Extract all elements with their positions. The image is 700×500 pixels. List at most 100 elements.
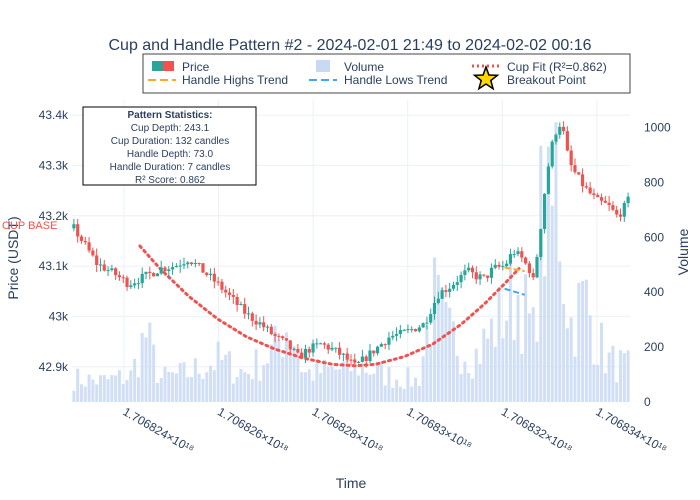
- volume-bar: [277, 340, 281, 402]
- candle-body: [565, 131, 569, 151]
- star-legend-icon: [472, 64, 500, 91]
- candle-body: [531, 273, 535, 278]
- y-axis-title: Price (USDT): [5, 216, 21, 299]
- candle-body: [72, 224, 76, 229]
- candle-body: [193, 263, 197, 265]
- volume-bar: [95, 384, 99, 402]
- candle-body: [364, 356, 368, 362]
- volume-bar: [619, 350, 623, 402]
- volume-bar: [338, 369, 342, 402]
- volume-bar: [186, 377, 190, 402]
- volume-bar: [300, 372, 304, 402]
- stats-title: Pattern Statistics:: [127, 110, 212, 121]
- candle-body: [561, 126, 566, 132]
- legend-item-handle-highs[interactable]: Handle Highs Trend: [148, 73, 288, 87]
- legend-item-cup-fit[interactable]: Cup Fit (R²=0.862): [472, 60, 607, 74]
- volume-bar: [535, 341, 539, 402]
- candle-body: [250, 313, 254, 321]
- stats-line: Cup Duration: 132 candles: [111, 136, 229, 147]
- candle-body: [296, 348, 300, 353]
- volume-bar: [584, 279, 588, 402]
- candle-body: [372, 350, 376, 354]
- volume-bar: [193, 358, 197, 402]
- volume-bar: [508, 262, 512, 402]
- candle-body: [421, 323, 425, 328]
- x-axis-title: Time: [336, 475, 367, 491]
- volume-bar: [588, 315, 592, 402]
- candle-body: [273, 333, 277, 336]
- candle-body: [178, 265, 182, 267]
- candle-body: [474, 272, 478, 280]
- legend-item-breakout[interactable]: Breakout Point: [472, 64, 587, 91]
- x-tick-label: 1.706834×10¹⁸: [593, 404, 669, 456]
- candle-body: [592, 193, 596, 196]
- volume-bars: [72, 122, 630, 403]
- handle-highs-line: [504, 266, 525, 273]
- candle-body: [535, 256, 539, 278]
- stats-line: Handle Depth: 73.0: [127, 149, 214, 160]
- legend-item-price[interactable]: Price: [152, 60, 210, 74]
- volume-bar: [152, 344, 156, 402]
- candle-body: [508, 254, 513, 264]
- legend-item-volume[interactable]: Volume: [316, 60, 384, 74]
- volume-bar: [247, 373, 251, 402]
- candle-body: [444, 290, 448, 292]
- candle-body: [79, 236, 84, 241]
- volume-bar: [216, 341, 220, 402]
- candle-body: [303, 348, 308, 358]
- candle-body: [170, 267, 175, 270]
- volume-bar: [220, 359, 224, 402]
- volume-bar: [174, 373, 178, 402]
- candle-body: [569, 150, 573, 166]
- candle-body: [603, 200, 607, 203]
- volume-bar: [178, 363, 182, 402]
- candle-body: [129, 285, 133, 288]
- candle-body: [425, 322, 429, 324]
- candle-body: [478, 274, 482, 280]
- volume-bar: [512, 340, 516, 402]
- volume-bar: [209, 365, 213, 402]
- volume-bar: [558, 261, 562, 402]
- volume-bar: [303, 372, 307, 402]
- candles: [72, 121, 630, 368]
- volume-bar: [140, 333, 144, 402]
- candle-body: [152, 273, 156, 277]
- candle-body: [413, 329, 418, 332]
- volume-bar: [311, 380, 315, 402]
- volume-bar: [205, 372, 209, 402]
- y-tick-label: 43.4k: [39, 108, 69, 122]
- y2-tick-label: 800: [644, 175, 664, 189]
- candle-body: [76, 224, 80, 237]
- candle-body: [338, 347, 342, 355]
- candle-body: [486, 275, 490, 278]
- candle-body: [91, 250, 95, 256]
- volume-bar: [417, 385, 421, 402]
- candle-body: [394, 334, 399, 336]
- volume-bar: [265, 363, 269, 402]
- candle-body: [577, 172, 581, 175]
- volume-bar: [288, 340, 292, 402]
- candle-body: [186, 262, 190, 265]
- y-tick-label: 43.2k: [39, 209, 69, 223]
- volume-bar: [197, 373, 201, 402]
- volume-bar: [353, 358, 357, 402]
- candle-body: [189, 262, 194, 264]
- volume-bar: [133, 358, 137, 402]
- volume-bar: [497, 286, 501, 402]
- svg-text:Price: Price: [182, 60, 210, 74]
- x-axis-ticks: 1.706824×10¹⁸ 1.706826×10¹⁸ 1.706828×10¹⁸ 1…: [121, 404, 670, 456]
- volume-bar: [167, 371, 171, 402]
- volume-bar: [527, 313, 531, 402]
- volume-bar: [357, 375, 361, 402]
- legend-item-handle-lows[interactable]: Handle Lows Trend: [309, 73, 447, 87]
- volume-bar: [615, 382, 619, 402]
- volume-bar: [406, 367, 410, 402]
- volume-bar: [296, 355, 300, 402]
- x-tick-label: 1.706824×10¹⁸: [121, 404, 197, 456]
- volume-bar: [121, 384, 125, 402]
- candle-body: [611, 205, 615, 210]
- candle-body: [440, 290, 444, 299]
- volume-bar: [106, 379, 110, 402]
- candle-body: [345, 353, 349, 360]
- volume-bar: [562, 303, 566, 402]
